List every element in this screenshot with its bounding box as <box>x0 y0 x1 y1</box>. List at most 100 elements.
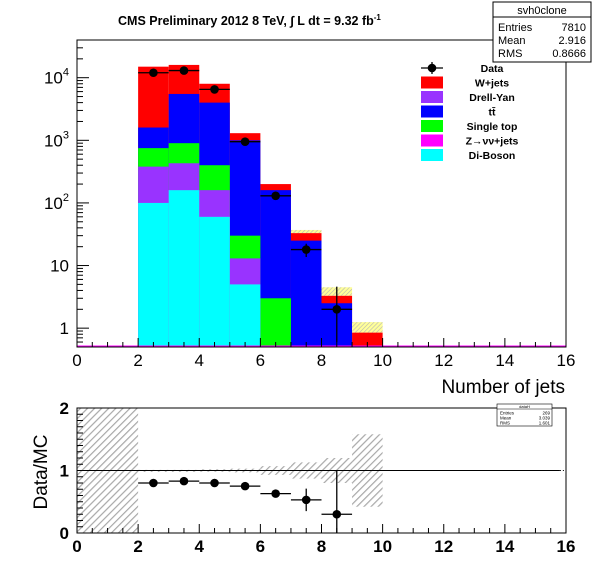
legend-label-5: Z→νν+jets <box>466 136 519 148</box>
stats-entries-value: 7810 <box>562 22 586 34</box>
legend: Data W+jets Drell-Yan tt̄ Single top Z→νν+jet… <box>421 62 519 162</box>
bar-di-boson-0 <box>138 202 169 347</box>
data-point-3 <box>240 137 250 147</box>
main-y-tick-label-3: 103 <box>44 129 69 150</box>
legend-data-marker <box>427 63 437 73</box>
legend-label-2: Drell-Yan <box>469 92 515 104</box>
main-x-tick-label-2: 2 <box>133 351 142 370</box>
bar-single-top-4 <box>260 298 291 347</box>
main-y-tick-base-0: 1 <box>60 319 69 338</box>
stats-rms-label: RMS <box>498 48 522 60</box>
data-point-0 <box>149 68 158 78</box>
ratio-stats-mean-label: Mean <box>500 416 512 421</box>
ratio-stats-entries-label: Entries <box>500 411 515 416</box>
ratio-y-tick-label-1: 1 <box>60 462 69 481</box>
data-point-5 <box>301 245 311 254</box>
main-x-tick-label-12: 12 <box>434 351 453 370</box>
ratio-x-tick-label-8: 8 <box>317 537 326 556</box>
legend-swatch-2 <box>421 91 443 103</box>
ratio-point-5 <box>301 495 311 505</box>
ratio-x-tick-label-12: 12 <box>434 537 453 556</box>
bar-di-boson-1 <box>168 190 200 347</box>
chart-title: CMS Preliminary 2012 8 TeV, ∫ L dt = 9.3… <box>118 13 381 28</box>
ratio-x-tick-label-16: 16 <box>557 537 576 556</box>
stats-mean-label: Mean <box>498 35 526 47</box>
ratio-point-1 <box>179 476 189 486</box>
data-point-1 <box>179 66 189 75</box>
ratio-panel: 0 2 4 6 8 10 12 14 16 012 <box>60 399 576 556</box>
main-x-axis: 0 2 4 6 8 10 12 14 16 <box>72 338 575 370</box>
stats-box: svh0clone Entries 7810 Mean 2.916 RMS 0.… <box>492 1 592 63</box>
ratio-point-0 <box>149 478 158 488</box>
mc-uncertainty-2 <box>352 322 383 333</box>
legend-swatch-5 <box>421 134 443 147</box>
ratio-stats-rms-label: RMS <box>500 421 510 426</box>
ratio-stats-entries-value: 269 <box>542 411 550 416</box>
legend-swatch-4 <box>421 120 443 132</box>
ratio-point-3 <box>240 481 250 491</box>
ratio-point-4 <box>271 489 280 498</box>
main-x-tick-label-8: 8 <box>317 351 326 370</box>
x-axis-label: Number of jets <box>441 377 565 398</box>
ratio-point-2 <box>210 478 219 488</box>
legend-label-1: W+jets <box>475 78 509 90</box>
ratio-x-tick-label-2: 2 <box>133 537 142 556</box>
ratio-x-tick-label-4: 4 <box>195 537 205 556</box>
main-y-tick-base-4: 10 <box>44 69 63 88</box>
main-x-tick-label-16: 16 <box>557 351 576 370</box>
stats-mean-value: 2.916 <box>558 35 586 47</box>
bar-w-jets-7 <box>352 332 383 347</box>
ratio-x-tick-label-10: 10 <box>373 537 392 556</box>
ratio-stats-mean-value: 3.039 <box>539 416 551 421</box>
ratio-point-6 <box>332 509 342 519</box>
bar-di-boson-2 <box>199 216 230 347</box>
legend-swatch-3 <box>421 105 443 118</box>
data-point-4 <box>271 191 280 201</box>
legend-swatch-1 <box>421 76 443 89</box>
main-y-tick-label-0: 1 <box>60 319 69 338</box>
legend-label-3: tt̄ <box>489 107 496 119</box>
main-y-tick-base-2: 10 <box>44 194 63 213</box>
legend-swatch-6 <box>421 149 443 161</box>
ratio-points <box>138 470 353 533</box>
main-x-tick-label-10: 10 <box>373 351 392 370</box>
main-y-tick-label-4: 104 <box>44 67 69 88</box>
stack-bars <box>138 64 383 348</box>
main-x-tick-label-14: 14 <box>495 351 514 370</box>
ratio-y-tick-label-0: 0 <box>60 524 69 543</box>
data-point-2 <box>210 85 219 94</box>
ratio-stats-box: dataH Entries 269 Mean 3.039 RMS 1.601 <box>496 403 553 427</box>
legend-label-4: Single top <box>467 121 518 133</box>
ratio-stats-title: dataH <box>519 404 530 409</box>
main-y-tick-label-1: 10 <box>50 257 69 276</box>
ratio-y-axis-label: Data/MC <box>31 435 52 510</box>
legend-label-6: Di-Boson <box>469 150 516 162</box>
mc-uncertainty-0 <box>290 229 322 234</box>
stats-entries-label: Entries <box>498 22 533 34</box>
main-y-tick-label-2: 102 <box>44 192 69 213</box>
ratio-y-axis: 0 1 2 <box>60 399 89 543</box>
data-points <box>138 66 353 343</box>
ratio-x-tick-label-0: 0 <box>72 537 81 556</box>
ratio-x-tick-label-14: 14 <box>495 537 514 556</box>
ratio-y-tick-label-2: 2 <box>60 399 69 418</box>
ratio-x-tick-label-6: 6 <box>256 537 265 556</box>
main-x-tick-label-6: 6 <box>256 351 265 370</box>
stats-box-title: svh0clone <box>517 5 567 17</box>
main-y-tick-exp-3: 3 <box>63 129 69 141</box>
ratio-stats-rms-value: 1.601 <box>539 421 551 426</box>
main-y-tick-exp-4: 4 <box>63 67 69 79</box>
bar-di-boson-3 <box>229 284 261 347</box>
main-y-tick-base-1: 10 <box>50 257 69 276</box>
main-y-tick-base-3: 10 <box>44 131 63 150</box>
main-x-tick-label-4: 4 <box>195 351 204 370</box>
data-point-6 <box>332 305 342 314</box>
stats-rms-value: 0.8666 <box>552 48 586 60</box>
bar-tt--5 <box>290 240 322 347</box>
ratio-x-axis: 0 2 4 6 8 10 12 14 16 <box>72 524 575 556</box>
main-y-tick-exp-2: 2 <box>63 192 69 204</box>
legend-label-0: Data <box>481 63 504 75</box>
